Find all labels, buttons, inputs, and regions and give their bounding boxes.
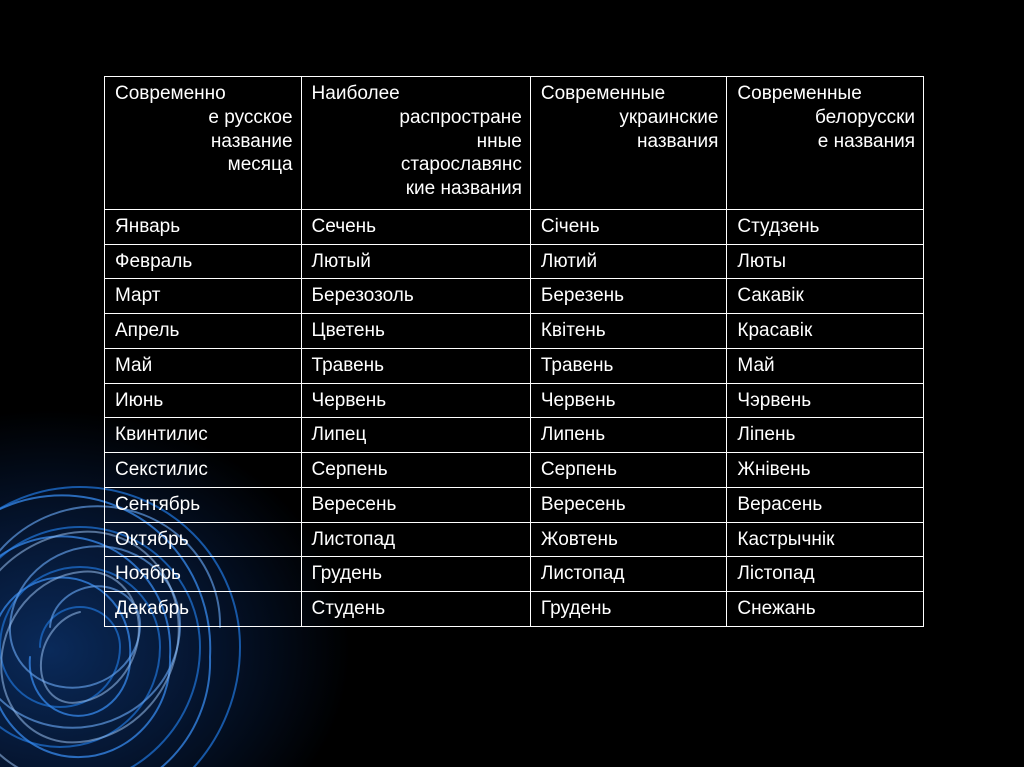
table-cell: Червень [301,383,530,418]
table-row: ЯнварьСеченьСіченьСтудзень [105,209,924,244]
table-cell: Серпень [530,453,727,488]
table-cell: Вересень [530,487,727,522]
table-cell: Октябрь [105,522,302,557]
header-text: Наиболее [312,82,522,106]
header-text: нные [312,130,522,154]
table-cell: Ліпень [727,418,924,453]
table-row: НоябрьГруденьЛистопадЛістопад [105,557,924,592]
table-row: МайТравеньТравеньМай [105,348,924,383]
month-names-table-container: Современно е русское название месяца Наи… [104,76,924,627]
table-cell: Март [105,279,302,314]
table-header-row: Современно е русское название месяца Наи… [105,77,924,210]
table-cell: Сентябрь [105,487,302,522]
header-text: кие названия [312,177,522,201]
table-cell: Грудень [530,592,727,627]
table-cell: Серпень [301,453,530,488]
table-cell: Січень [530,209,727,244]
table-cell: Жнівень [727,453,924,488]
header-text: месяца [115,153,293,177]
header-cell-belarusian: Современные белорусски е названия [727,77,924,210]
table-cell: Квітень [530,314,727,349]
table-row: КвинтилисЛипецЛипеньЛіпень [105,418,924,453]
table-cell: Апрель [105,314,302,349]
table-row: МартБерезозольБерезеньСакавік [105,279,924,314]
table-cell: Червень [530,383,727,418]
table-cell: Листопад [301,522,530,557]
table-body: ЯнварьСеченьСіченьСтудзеньФевральЛютыйЛю… [105,209,924,626]
table-cell: Цветень [301,314,530,349]
table-row: СекстилисСерпеньСерпеньЖнівень [105,453,924,488]
table-cell: Студзень [727,209,924,244]
table-row: ИюньЧервеньЧервеньЧэрвень [105,383,924,418]
table-cell: Травень [530,348,727,383]
header-cell-old-slavic: Наиболее распростране нные старославянс … [301,77,530,210]
table-cell: Январь [105,209,302,244]
table-cell: Декабрь [105,592,302,627]
header-text: распростране [312,106,522,130]
header-cell-russian: Современно е русское название месяца [105,77,302,210]
table-cell: Студень [301,592,530,627]
header-text: Современные [737,82,915,106]
table-cell: Березень [530,279,727,314]
table-cell: Чэрвень [727,383,924,418]
header-text: Современные [541,82,719,106]
table-cell: Красавік [727,314,924,349]
table-cell: Квинтилис [105,418,302,453]
header-text: е названия [737,130,915,154]
table-cell: Вересень [301,487,530,522]
table-cell: Лютий [530,244,727,279]
header-text: украинские [541,106,719,130]
header-text: старославянс [312,153,522,177]
table-cell: Люты [727,244,924,279]
table-cell: Июнь [105,383,302,418]
header-text: название [115,130,293,154]
table-cell: Секстилис [105,453,302,488]
month-names-table: Современно е русское название месяца Наи… [104,76,924,627]
table-cell: Жовтень [530,522,727,557]
table-cell: Лютый [301,244,530,279]
table-row: СентябрьВересеньВересеньВерасень [105,487,924,522]
table-cell: Лістопад [727,557,924,592]
header-cell-ukrainian: Современные украинские названия [530,77,727,210]
table-cell: Травень [301,348,530,383]
table-row: ФевральЛютыйЛютийЛюты [105,244,924,279]
table-cell: Липень [530,418,727,453]
table-cell: Липец [301,418,530,453]
table-cell: Февраль [105,244,302,279]
table-cell: Май [727,348,924,383]
table-cell: Снежань [727,592,924,627]
table-row: АпрельЦветеньКвітеньКрасавік [105,314,924,349]
table-cell: Кастрычнік [727,522,924,557]
table-cell: Верасень [727,487,924,522]
table-cell: Сечень [301,209,530,244]
header-text: названия [541,130,719,154]
table-cell: Березозоль [301,279,530,314]
table-cell: Грудень [301,557,530,592]
header-text: белорусски [737,106,915,130]
header-text: Современно [115,82,293,106]
table-row: ДекабрьСтуденьГруденьСнежань [105,592,924,627]
table-cell: Май [105,348,302,383]
table-row: ОктябрьЛистопадЖовтеньКастрычнік [105,522,924,557]
table-cell: Листопад [530,557,727,592]
table-cell: Ноябрь [105,557,302,592]
table-cell: Сакавік [727,279,924,314]
header-text: е русское [115,106,293,130]
